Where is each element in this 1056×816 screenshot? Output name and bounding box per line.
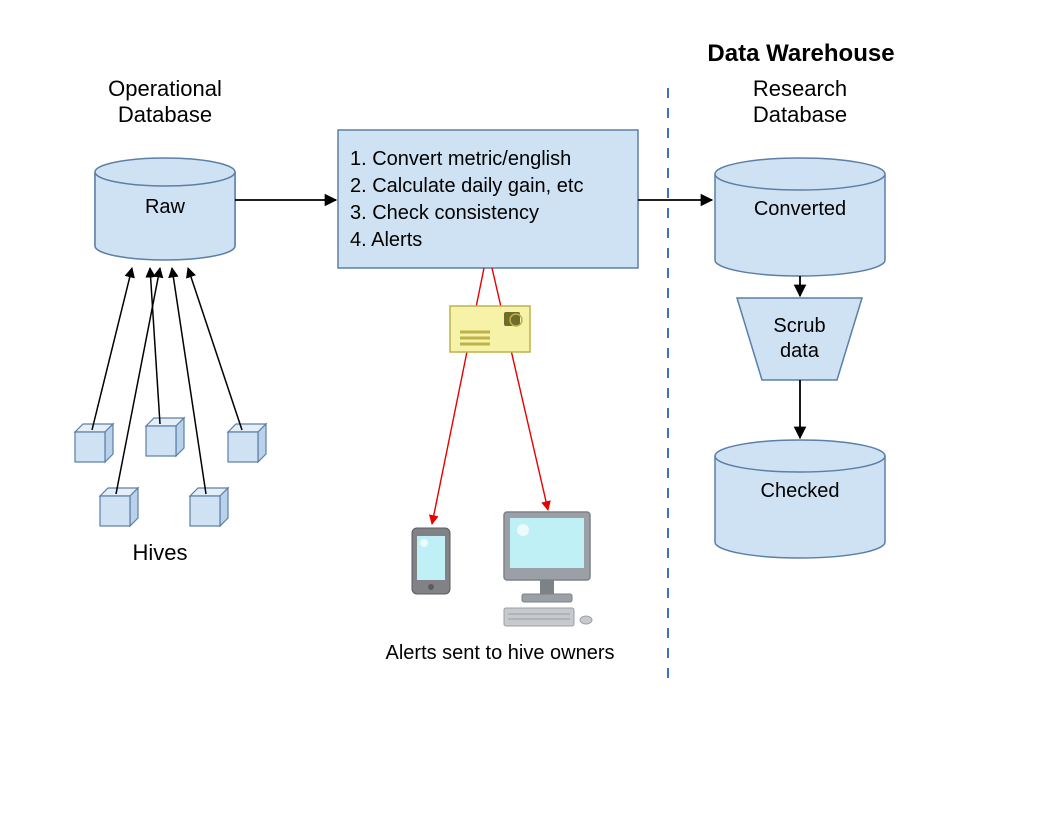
- heading-line: Research: [753, 76, 847, 101]
- hive-cube-icon: [75, 424, 113, 462]
- cylinder-converted-label: Converted: [715, 198, 885, 221]
- heading-line: Database: [118, 102, 212, 127]
- title-data-warehouse: Data Warehouse: [686, 40, 916, 68]
- heading-line: Database: [753, 102, 847, 127]
- process-list: 1. Convert metric/english 2. Calculate d…: [350, 146, 583, 254]
- process-item: 2. Calculate daily gain, etc: [350, 173, 583, 200]
- heading-operational-db: Operational Database: [70, 76, 260, 129]
- desktop-icon: [504, 512, 592, 626]
- heading-line: Operational: [108, 76, 222, 101]
- process-item: 4. Alerts: [350, 227, 583, 254]
- trap-line: data: [780, 340, 819, 362]
- hive-cube-icon: [228, 424, 266, 462]
- cylinder-raw-label: Raw: [95, 196, 235, 219]
- process-item: 1. Convert metric/english: [350, 146, 583, 173]
- phone-icon: [412, 528, 450, 594]
- hive-arrows: [92, 268, 242, 494]
- envelope-icon: [450, 306, 530, 352]
- alerts-label: Alerts sent to hive owners: [360, 642, 640, 665]
- cylinder-checked-label: Checked: [715, 480, 885, 503]
- alert-line-to-desktop: [492, 268, 548, 510]
- hive-cube-icon: [146, 418, 184, 456]
- hive-cube-icon: [190, 488, 228, 526]
- hive-cube-icon: [100, 488, 138, 526]
- heading-research-db: Research Database: [705, 76, 895, 129]
- process-item: 3. Check consistency: [350, 200, 583, 227]
- hive-cubes: [75, 418, 266, 526]
- trapezoid-label: Scrub data: [737, 314, 862, 364]
- hives-label: Hives: [100, 540, 220, 566]
- trap-line: Scrub: [773, 315, 825, 337]
